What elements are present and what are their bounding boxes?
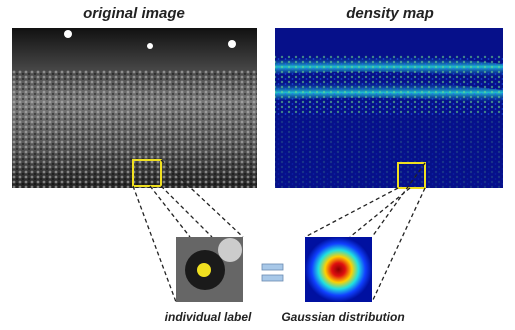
- original-image: [12, 28, 257, 188]
- density-map: [275, 28, 503, 188]
- title-original: original image: [83, 5, 185, 22]
- label-gaussian: Gaussian distribution: [281, 310, 404, 324]
- title-density: density map: [346, 5, 434, 22]
- label-individual: individual label: [165, 310, 252, 324]
- gaussian-kernel: [305, 237, 372, 302]
- individual-crop: [176, 237, 243, 302]
- diagram: original image density map ind: [0, 0, 515, 330]
- equals-sign: [262, 264, 283, 281]
